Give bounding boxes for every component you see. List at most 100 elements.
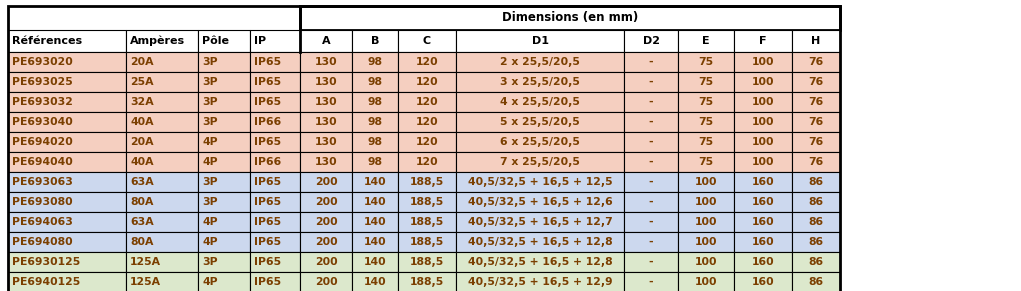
Text: 20A: 20A [130,57,153,67]
Text: PE694040: PE694040 [12,157,72,167]
Text: 160: 160 [751,277,774,287]
Bar [678,52,734,72]
Bar [352,272,398,291]
Text: 125A: 125A [130,277,161,287]
Text: PE694080: PE694080 [12,237,72,247]
Bar [398,172,456,192]
Bar [198,152,250,172]
Bar [792,92,840,112]
Text: 100: 100 [694,217,717,227]
Text: 100: 100 [694,177,717,187]
Bar [126,112,198,132]
Bar [250,132,300,152]
Bar [250,92,300,112]
Text: Pôle: Pôle [202,36,229,46]
Bar [352,152,398,172]
Bar [8,112,126,132]
Bar [8,92,126,112]
Text: -: - [648,57,653,67]
Bar [398,30,456,52]
Bar [126,192,198,212]
Text: -: - [648,177,653,187]
Text: 100: 100 [751,97,774,107]
Bar [792,132,840,152]
Text: 63A: 63A [130,217,153,227]
Bar [456,252,624,272]
Bar [734,252,792,272]
Text: IP: IP [254,36,266,46]
Text: 160: 160 [751,197,774,207]
Text: 40A: 40A [130,117,153,127]
Bar [734,212,792,232]
Text: 130: 130 [314,117,337,127]
Bar [734,30,792,52]
Text: 3P: 3P [202,57,217,67]
Text: 80A: 80A [130,197,153,207]
Text: 86: 86 [809,257,824,267]
Text: 75: 75 [698,97,714,107]
Bar [624,152,678,172]
Bar [250,272,300,291]
Bar [624,30,678,52]
Text: 76: 76 [809,157,824,167]
Bar [352,232,398,252]
Text: 140: 140 [363,237,386,247]
Bar [792,30,840,52]
Text: Dimensions (en mm): Dimensions (en mm) [502,12,638,24]
Text: 86: 86 [809,237,824,247]
Bar [300,212,352,232]
Text: 130: 130 [314,97,337,107]
Bar [198,132,250,152]
Text: 120: 120 [416,97,438,107]
Bar [352,92,398,112]
Bar [792,232,840,252]
Bar [8,192,126,212]
Bar [456,152,624,172]
Bar [624,192,678,212]
Text: 2 x 25,5/20,5: 2 x 25,5/20,5 [500,57,580,67]
Text: 100: 100 [751,137,774,147]
Text: 200: 200 [314,277,337,287]
Text: 120: 120 [416,77,438,87]
Text: PE6940125: PE6940125 [12,277,81,287]
Text: 98: 98 [368,157,383,167]
Bar [624,132,678,152]
Bar [678,92,734,112]
Text: 40,5/32,5 + 16,5 + 12,6: 40,5/32,5 + 16,5 + 12,6 [468,197,613,207]
Text: -: - [648,277,653,287]
Text: 100: 100 [751,77,774,87]
Text: PE693025: PE693025 [12,77,72,87]
Text: 140: 140 [363,277,386,287]
Bar [300,132,352,152]
Text: 86: 86 [809,217,824,227]
Bar [300,92,352,112]
Text: 6 x 25,5/20,5: 6 x 25,5/20,5 [500,137,580,147]
Bar [126,272,198,291]
Text: -: - [648,237,653,247]
Bar [8,172,126,192]
Text: 40,5/32,5 + 16,5 + 12,5: 40,5/32,5 + 16,5 + 12,5 [468,177,613,187]
Text: 100: 100 [694,237,717,247]
Text: 75: 75 [698,77,714,87]
Text: 200: 200 [314,217,337,227]
Text: B: B [371,36,379,46]
Text: 120: 120 [416,57,438,67]
Text: 40A: 40A [130,157,153,167]
Bar [624,172,678,192]
Bar [678,232,734,252]
Text: 200: 200 [314,237,337,247]
Text: PE693080: PE693080 [12,197,72,207]
Bar [300,152,352,172]
Bar [398,72,456,92]
Bar [352,112,398,132]
Text: 76: 76 [809,57,824,67]
Bar [250,152,300,172]
Text: -: - [648,77,653,87]
Bar [352,30,398,52]
Bar [792,112,840,132]
Bar [678,272,734,291]
Text: 140: 140 [363,217,386,227]
Bar [792,152,840,172]
Text: 130: 130 [314,77,337,87]
Bar [734,172,792,192]
